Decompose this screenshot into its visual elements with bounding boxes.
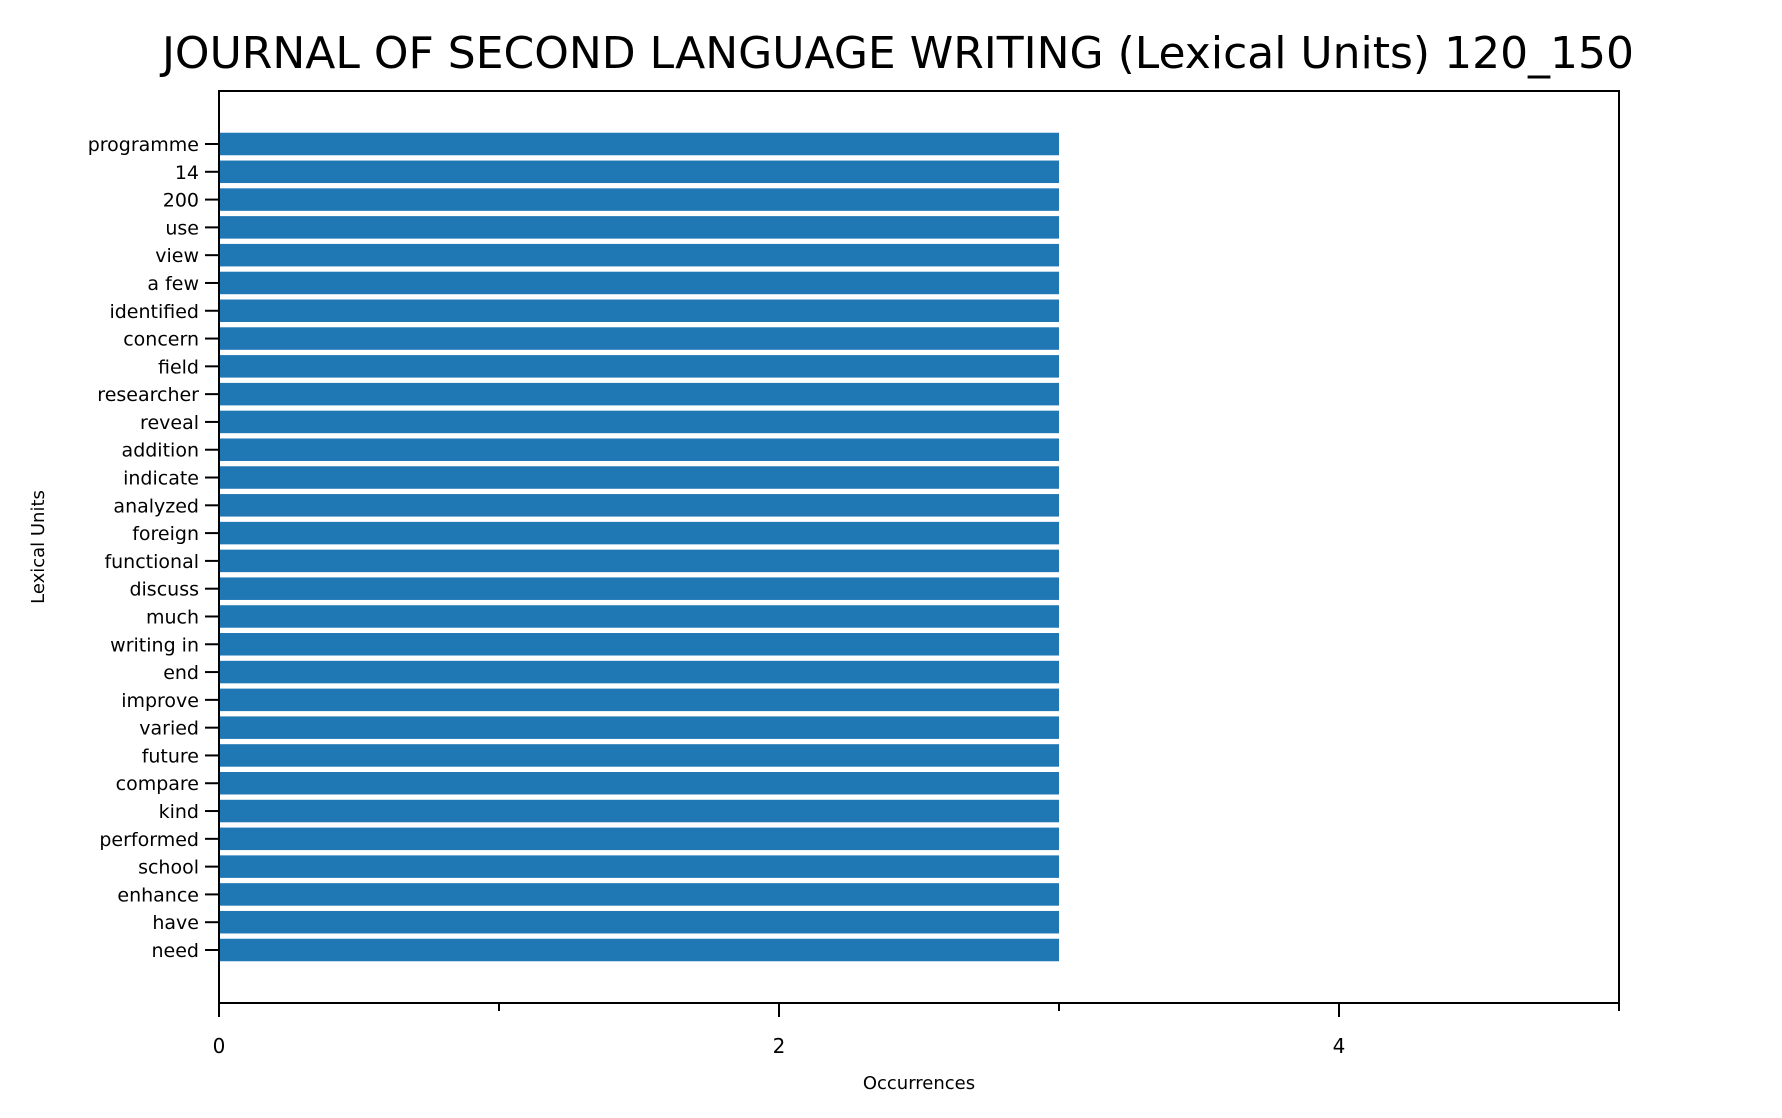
y-tick-label: indicate [123, 468, 199, 490]
y-tick-label: reveal [140, 412, 199, 434]
bar [219, 799, 1059, 823]
y-axis-label: Lexical Units [28, 490, 49, 604]
bar [219, 132, 1059, 156]
bar [219, 855, 1059, 878]
x-tick-label: 4 [1333, 1034, 1346, 1058]
chart-title: JOURNAL OF SECOND LANGUAGE WRITING (Lexi… [159, 28, 1634, 79]
bars-layer [219, 132, 1059, 962]
bar [219, 494, 1059, 517]
bar [219, 466, 1059, 489]
bar [219, 771, 1059, 795]
y-tick-label: researcher [97, 384, 199, 406]
y-tick-label: concern [123, 329, 199, 351]
y-tick-label: future [142, 745, 199, 767]
bar [219, 216, 1059, 239]
y-tick-label: writing in [110, 634, 199, 656]
y-tick-label: use [165, 217, 199, 239]
bar [219, 521, 1059, 545]
bar [219, 688, 1059, 712]
bar [219, 744, 1059, 767]
bar [219, 243, 1059, 267]
y-tick-label: need [152, 940, 199, 962]
y-tick-label: performed [99, 829, 199, 851]
y-tick-label: functional [104, 551, 199, 573]
bar [219, 549, 1059, 573]
y-tick-label: kind [159, 801, 199, 823]
bar [219, 327, 1059, 350]
bar [219, 188, 1059, 211]
bar [219, 660, 1059, 684]
y-tick-label: addition [122, 440, 199, 462]
y-tick-label: field [158, 356, 199, 378]
bar [219, 577, 1059, 600]
bar [219, 633, 1059, 656]
bar [219, 160, 1059, 184]
y-tick-label: a few [147, 273, 199, 295]
y-tick-label: much [146, 606, 199, 628]
bar [219, 827, 1059, 851]
y-tick-label: varied [139, 718, 199, 740]
bar [219, 605, 1059, 628]
y-tick-label: identified [109, 301, 199, 323]
y-tick-label: enhance [117, 884, 199, 906]
x-tick-label: 0 [213, 1034, 226, 1058]
y-tick-label: have [152, 912, 199, 934]
bar [219, 910, 1059, 934]
y-tick-label: 14 [175, 162, 199, 184]
y-tick-label: end [163, 662, 199, 684]
x-tick-label: 2 [773, 1034, 786, 1058]
bar [219, 299, 1059, 323]
bar [219, 883, 1059, 906]
y-tick-label: foreign [132, 523, 199, 545]
bar [219, 382, 1059, 406]
bar [219, 410, 1059, 434]
x-axis-ticks: 0 2 4 [213, 1003, 1620, 1058]
y-axis-ticks: programme 14 200 use view a few identified conc… [88, 134, 219, 962]
y-tick-label: programme [88, 134, 199, 156]
x-axis-label: Occurrences [863, 1073, 975, 1094]
bar [219, 355, 1059, 378]
y-tick-label: improve [121, 690, 199, 712]
bar [219, 716, 1059, 739]
y-tick-label: discuss [129, 579, 199, 601]
y-tick-label: analyzed [113, 495, 199, 517]
bar [219, 271, 1059, 295]
y-tick-label: view [155, 245, 199, 267]
bar [219, 938, 1059, 962]
bar [219, 438, 1059, 461]
y-tick-label: school [138, 857, 199, 879]
y-tick-label: 200 [163, 190, 199, 212]
plot-frame [218, 90, 1620, 1004]
y-tick-label: compare [116, 773, 199, 795]
